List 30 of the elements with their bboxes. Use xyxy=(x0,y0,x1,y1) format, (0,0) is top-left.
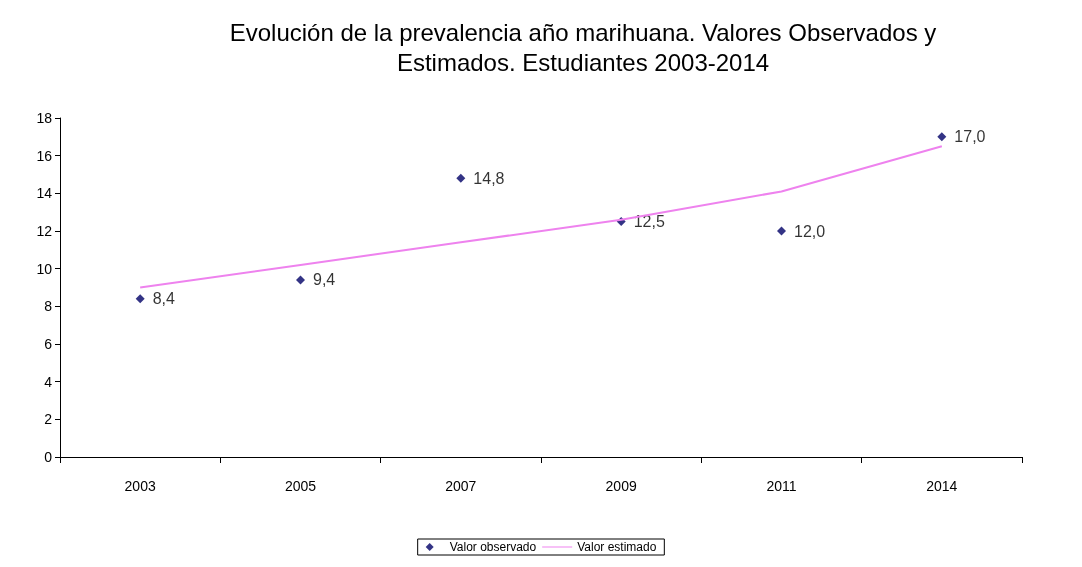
point xyxy=(777,226,786,236)
y-tick-label: 12 xyxy=(36,223,53,239)
y-tick-label: 16 xyxy=(36,147,53,164)
x-tick-label: 2011 xyxy=(766,478,797,494)
chart-title: Evolución de la prevalencia año marihuana. Valores Observados y Estimados. Estudiantes 2003-2014 xyxy=(229,18,937,76)
data-label: 12,0 xyxy=(794,222,826,240)
data-label: 8,4 xyxy=(152,290,176,308)
x-tick-label: 2014 xyxy=(926,478,958,494)
x-tick-label: 2007 xyxy=(445,478,477,494)
x-tick-label: 2005 xyxy=(284,478,317,494)
y-tick-label: 8 xyxy=(44,298,53,315)
y-tick-label: 18 xyxy=(36,110,53,126)
data-label: 9,4 xyxy=(313,271,336,289)
line-series xyxy=(139,145,943,289)
point xyxy=(135,294,145,304)
y-tick-label: 4 xyxy=(44,373,53,390)
point xyxy=(296,275,305,285)
data-label: 17,0 xyxy=(954,128,986,146)
data-label: 14,8 xyxy=(473,169,505,187)
y-tick-label: 10 xyxy=(36,260,53,277)
y-tick-label: 6 xyxy=(44,336,53,352)
legend-label: Valor estimado xyxy=(577,540,657,554)
legend-label: Valor observado xyxy=(449,540,537,554)
y-tick-label: 2 xyxy=(44,411,53,428)
x-tick-label: 2009 xyxy=(605,478,637,494)
point xyxy=(937,132,947,142)
x-tick-label: 2003 xyxy=(124,478,156,494)
y-tick-label: 0 xyxy=(44,449,53,465)
y-tick-label: 14 xyxy=(36,185,53,202)
point xyxy=(456,173,466,183)
